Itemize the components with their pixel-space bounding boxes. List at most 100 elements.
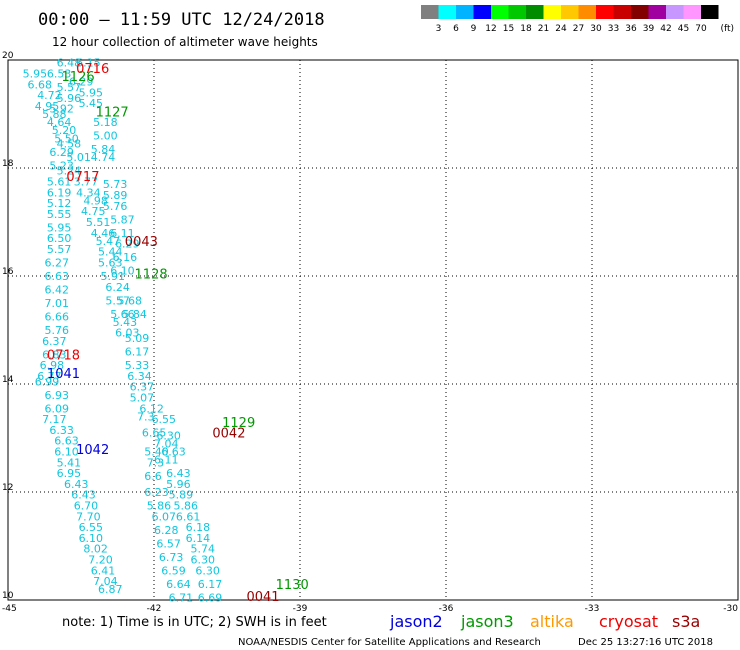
- wave-height-value: 5.41: [57, 456, 82, 469]
- wave-height-value: 6.43: [71, 489, 96, 502]
- wave-height-value: 4.64: [47, 116, 72, 129]
- legend-label: 12: [485, 24, 496, 34]
- wave-height-value: 6.65: [142, 427, 167, 440]
- wave-height-value: 6.03: [115, 327, 140, 340]
- wave-height-value: 6.69: [198, 591, 223, 604]
- wave-height-value: 6.09: [45, 402, 70, 415]
- track-time-label: 0718: [47, 348, 80, 363]
- wave-height-value: 5.20: [52, 124, 77, 137]
- wave-height-value: 5.12: [47, 197, 72, 210]
- wave-height-value: 5.61: [47, 176, 72, 189]
- wave-height-value: 5.18: [93, 116, 118, 129]
- wave-height-value: 6.55: [152, 413, 177, 426]
- wave-height-value: 6.17: [125, 346, 150, 359]
- wave-height-value: 6.64: [166, 578, 191, 591]
- track-time-label: 1130: [276, 578, 309, 593]
- wave-height-value: 6.99: [35, 375, 60, 388]
- x-tick-label: -30: [723, 604, 738, 614]
- x-tick-label: -42: [147, 604, 162, 614]
- wave-height-value: 4.34: [76, 186, 101, 199]
- wave-height-value: 6.61: [176, 510, 201, 523]
- track-time-label: 0041: [246, 590, 279, 605]
- wave-height-value: 6.70: [74, 500, 99, 513]
- satellite-label-s3a: s3a: [672, 612, 700, 631]
- wave-height-value: 5.73: [103, 178, 128, 191]
- wave-height-value: 5.68: [118, 294, 143, 307]
- legend-swatch: [561, 5, 579, 19]
- plot-area: -45 -42 -39 -36 -33 -30 20 18 16 14 12 10 6.486.15 5…: [2, 51, 739, 614]
- legend-label: 6: [453, 24, 459, 34]
- legend-label: 33: [608, 24, 619, 34]
- track-time-label: 0042: [212, 427, 245, 442]
- wave-height-value: 5.74: [191, 543, 216, 556]
- wave-height-value: 6.57: [156, 537, 181, 550]
- legend-swatch: [648, 5, 666, 19]
- legend-label: 21: [538, 24, 549, 34]
- wave-height-value: 7.17: [42, 413, 67, 426]
- wave-height-value: 5.86: [173, 500, 198, 513]
- wave-height-value: 7.04: [93, 575, 118, 588]
- legend-label: 42: [660, 24, 671, 34]
- wave-height-value: 8.02: [83, 543, 108, 556]
- plot-frame: [7, 59, 739, 601]
- wave-height-value: 6.68: [27, 78, 52, 91]
- x-tick-label: -33: [585, 604, 600, 614]
- footer-note: note: 1) Time is in UTC; 2) SWH is in fe…: [62, 615, 327, 630]
- wave-height-value: 6.14: [186, 532, 211, 545]
- y-tick-label: 14: [2, 375, 14, 385]
- legend-label: 15: [503, 24, 514, 34]
- wave-height-value: 5.76: [103, 200, 128, 213]
- legend-label: 30: [590, 24, 602, 34]
- wave-height-value: 6.07: [152, 510, 177, 523]
- legend-swatch: [473, 5, 491, 19]
- wave-height-value: 6.53: [47, 68, 72, 81]
- footer-timestamp: Dec 25 13:27:16 UTC 2018: [578, 637, 713, 648]
- wave-height-value: 6.95: [57, 467, 82, 480]
- wave-height-value: 6.24: [105, 281, 130, 294]
- wave-height-value: 6.33: [49, 424, 74, 437]
- wave-height-value: 7.01: [45, 297, 70, 310]
- wave-height-value: 4.74: [91, 151, 116, 164]
- wave-height-value: 6.73: [159, 551, 184, 564]
- wave-height-value: 6.29: [49, 146, 74, 159]
- wave-height-value: 7.20: [88, 554, 113, 567]
- wave-height-value: 6.63: [45, 270, 70, 283]
- legend-swatch: [701, 5, 719, 19]
- wave-height-value: 5.40: [144, 446, 169, 459]
- wave-height-value: 6.27: [45, 257, 70, 270]
- wave-height-value: 5.45: [79, 97, 104, 110]
- legend-swatch: [596, 5, 614, 19]
- wave-height-value: 4.58: [57, 138, 82, 151]
- wave-height-value: 5.91: [100, 270, 125, 283]
- legend-label: 27: [573, 24, 584, 34]
- track-time-label: 0716: [76, 62, 109, 77]
- wave-height-value: 6.19: [47, 186, 72, 199]
- wave-height-value: 7.3: [147, 456, 165, 469]
- chart-subtitle: 12 hour collection of altimeter wave hei…: [52, 35, 318, 49]
- chart-title: 00:00 – 11:59 UTC 12/24/2018: [38, 10, 325, 30]
- legend-label: 18: [520, 24, 532, 34]
- wave-height-value: 5.23: [49, 159, 74, 172]
- color-legend: 3 6 9 12 15 18 21 24 27 30 33 36 39 42 45 70 (ft): [421, 5, 734, 34]
- data-points: 6.486.155.95 6.536.296.68 5.575.954.725.96…: [23, 57, 223, 605]
- legend-label: 39: [643, 24, 655, 34]
- y-tick-label: 12: [2, 483, 13, 493]
- wave-height-value: 7.3: [137, 410, 155, 423]
- wave-height-value: 6.63: [54, 435, 79, 448]
- legend-swatch: [438, 5, 456, 19]
- wave-height-value: 5.88: [42, 108, 67, 121]
- wave-height-value: 5.44: [98, 246, 123, 259]
- legend-label: 24: [555, 24, 567, 34]
- track-time-label: 0043: [125, 235, 158, 250]
- wave-height-value: 4.75: [81, 205, 106, 218]
- wave-height-value: 6.59: [161, 564, 186, 577]
- wave-height-value: 5.92: [49, 103, 74, 116]
- wave-height-value: 6.37: [42, 335, 67, 348]
- track-time-label: 1042: [76, 443, 109, 458]
- satellite-label-jason2: jason2: [389, 612, 443, 631]
- wave-height-value: 5.47: [96, 235, 121, 248]
- wave-height-value: 5.43: [113, 316, 138, 329]
- wave-height-value: 5.87: [110, 213, 135, 226]
- track-time-label: 1041: [47, 367, 80, 382]
- wave-height-value: 7.70: [76, 510, 101, 523]
